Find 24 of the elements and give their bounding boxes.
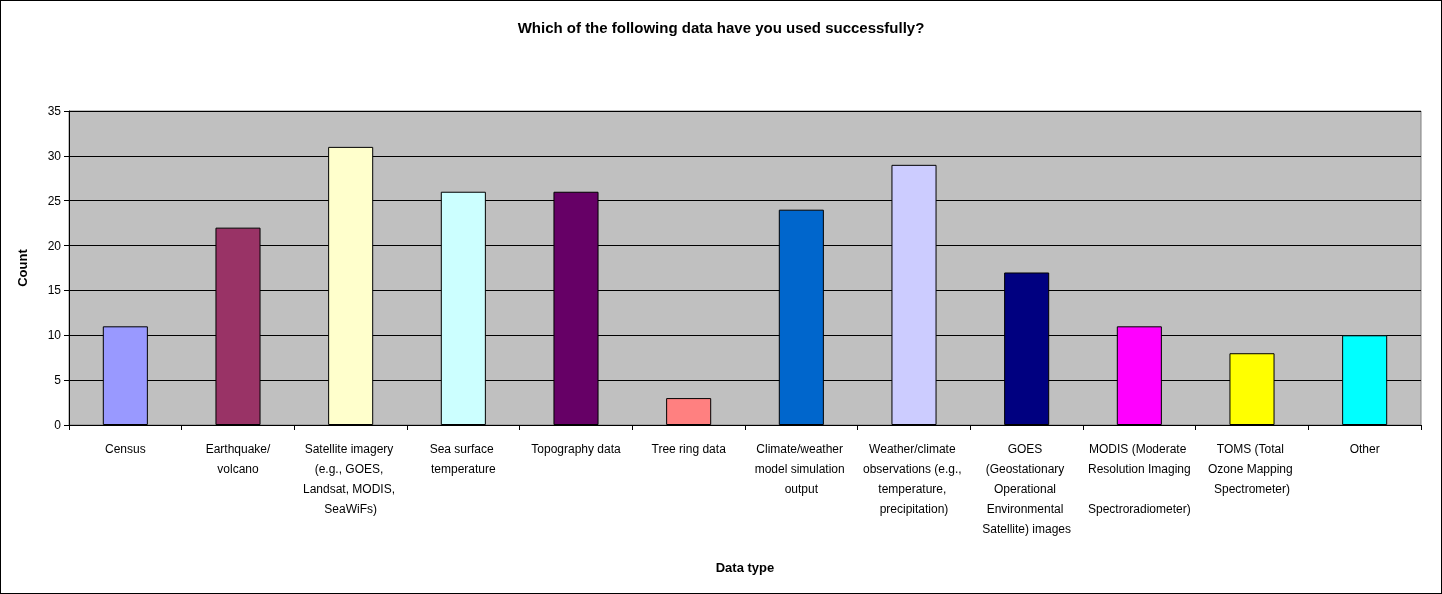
y-tick-label: 0: [54, 418, 62, 432]
y-tick-label: 30: [47, 148, 62, 163]
chart-title: Which of the following data have you used successfully?: [517, 19, 925, 36]
x-tick-label: Weather/climate observations (e.g., temperature, precipitation): [862, 442, 966, 516]
x-axis-title: Data type: [715, 560, 775, 575]
x-tick-label: Census: [104, 442, 146, 456]
y-tick-label: 5: [54, 373, 62, 388]
x-tick-label: GOES (Geostationary Operational Environmental Satellite) images: [982, 442, 1072, 536]
y-axis-title: Count: [15, 248, 30, 287]
x-tick-label: Earthquake/volcano: [205, 442, 272, 476]
y-tick-label: 10: [47, 328, 62, 343]
x-tick-label: Tree ring data: [651, 442, 727, 456]
x-tick-label: Climate/weather model simulation output: [754, 442, 849, 496]
y-tick-label: 35: [47, 104, 62, 118]
bar: [666, 398, 712, 425]
x-tick-label: Satellite imagery (e.g., GOES, Landsat, MODIS, SeaWiFs): [302, 442, 399, 516]
y-tick-label: 20: [47, 238, 62, 253]
x-tick-label: Other: [1349, 442, 1380, 456]
y-tick-label: 25: [47, 193, 62, 208]
x-tick-label: Sea surface temperature: [429, 442, 498, 476]
y-tick-label: 15: [47, 283, 62, 298]
x-tick-label: TOMS (Total Ozone Mapping Spectrometer): [1207, 442, 1297, 496]
x-tick-label: Topography data: [531, 442, 622, 456]
category-label: MODIS (Moderate Resolution Imaging Spectroradiometer): [1087, 442, 1191, 516]
